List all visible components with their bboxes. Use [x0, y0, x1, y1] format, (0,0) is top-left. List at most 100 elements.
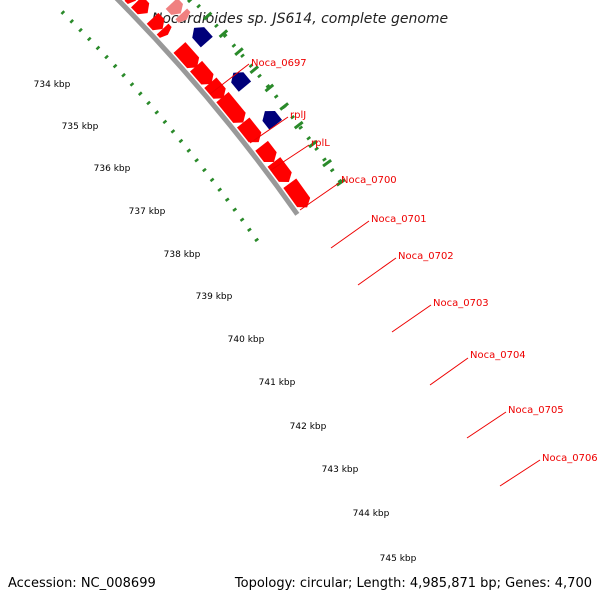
tick-label: 736 kbp	[94, 164, 131, 174]
gene-arrow	[262, 110, 283, 130]
inner-tick	[78, 27, 83, 33]
genome-summary-text: Topology: circular; Length: 4,985,871 bp…	[234, 576, 592, 591]
tick-label: 734 kbp	[34, 80, 71, 90]
inner-tick	[129, 82, 135, 87]
inner-tick	[202, 167, 207, 173]
inner-tick	[232, 207, 238, 212]
gene-label-leader	[270, 144, 310, 171]
gene-arrow	[131, 0, 150, 15]
gene-label: rplL	[311, 138, 330, 149]
gene-label: Noca_0701	[371, 214, 427, 225]
outer-tick	[298, 125, 304, 130]
inner-tick	[224, 197, 230, 202]
outer-tick	[196, 3, 201, 9]
outer-tick	[240, 53, 245, 58]
gene-arrow	[267, 157, 292, 183]
inner-tick	[178, 138, 184, 144]
outer-tick	[322, 157, 327, 162]
tick-label: 742 kbp	[290, 422, 327, 432]
tick-label: 745 kbp	[380, 554, 417, 564]
gene-label-leader	[357, 257, 397, 286]
outer-tick	[329, 168, 335, 173]
outer-major-tick	[218, 29, 229, 39]
outer-major-tick	[249, 65, 260, 75]
inner-tick	[137, 91, 143, 96]
inner-tick	[194, 158, 199, 163]
outer-tick	[222, 33, 228, 38]
gene-arrow	[255, 140, 277, 162]
tick-label: 738 kbp	[164, 250, 201, 260]
inner-tick	[86, 36, 92, 42]
gene-arrow	[175, 8, 191, 23]
gene-label-leader	[391, 304, 432, 333]
genome-backbone	[114, 0, 300, 216]
gene-label: Noca_0697	[251, 58, 307, 69]
gene-arrow	[216, 91, 246, 123]
tick-label: 740 kbp	[228, 335, 265, 345]
inner-tick	[112, 63, 118, 69]
outer-tick	[257, 73, 262, 79]
outer-tick	[265, 83, 271, 89]
outer-major-tick	[293, 120, 304, 130]
inner-tick	[154, 110, 160, 115]
inner-tick	[186, 148, 192, 153]
tick-label: 739 kbp	[196, 292, 233, 302]
tick-label: 735 kbp	[62, 122, 99, 132]
outer-major-tick	[202, 11, 213, 21]
outer-major-tick	[264, 83, 275, 93]
outer-tick	[214, 23, 219, 29]
tick-labels: 734 kbp 735 kbp 736 kbp 737 kbp 738 kbp 739 k…	[34, 80, 417, 564]
outer-tick	[248, 63, 254, 69]
gene-label-leader	[249, 116, 289, 144]
inner-tick	[209, 177, 215, 183]
gene-label: Noca_0700	[341, 175, 397, 186]
gene-arrow	[156, 23, 172, 38]
outer-tick-ring	[186, 0, 346, 187]
inner-tick	[239, 217, 245, 222]
gene-label-leader	[466, 411, 507, 439]
gene-labels: Noca_0697 rplJ rplL Noca_0700 Noca_0701 Noca_…	[209, 58, 598, 487]
outer-tick	[231, 43, 237, 48]
outer-major-tick	[234, 47, 244, 56]
gene-arrow	[283, 178, 311, 208]
inner-tick	[146, 100, 151, 106]
gene-arrow	[146, 12, 165, 31]
outer-major-tick	[308, 139, 318, 149]
inner-tick	[104, 54, 109, 60]
outer-tick	[273, 94, 279, 99]
outer-major-tick	[186, 0, 197, 4]
gene-label: Noca_0706	[542, 453, 598, 464]
gene-arrow	[173, 42, 200, 69]
tick-label: 744 kbp	[353, 509, 390, 519]
gene-arrow	[236, 117, 262, 143]
inner-tick	[170, 129, 176, 134]
outer-tick	[314, 146, 319, 152]
gene-arrow	[124, 0, 137, 5]
outer-tick	[306, 136, 312, 141]
gene-track	[124, 0, 311, 208]
map-title: Nocardioides sp. JS614, complete genome	[152, 11, 448, 27]
inner-tick	[95, 45, 101, 51]
gene-label-leader	[499, 459, 541, 487]
inner-tick	[60, 10, 66, 15]
gene-label-leader	[299, 182, 340, 211]
gene-label-leader	[429, 357, 469, 386]
accession-text: Accession: NC_008699	[8, 576, 156, 591]
gene-label: Noca_0704	[470, 350, 526, 361]
inner-tick	[121, 72, 126, 78]
outer-major-tick	[279, 102, 290, 111]
gene-label: Noca_0703	[433, 298, 489, 309]
inner-tick	[254, 237, 259, 243]
inner-tick-ring	[60, 10, 259, 243]
tick-label: 737 kbp	[129, 207, 166, 217]
inner-tick	[217, 187, 223, 192]
inner-tick	[247, 227, 252, 232]
outer-major-tick	[335, 178, 346, 187]
gene-arrow	[204, 77, 226, 99]
gene-label: Noca_0702	[398, 251, 454, 262]
outer-tick	[337, 178, 343, 184]
gene-arrow	[190, 60, 214, 85]
gene-arrow	[192, 27, 213, 48]
tick-label: 741 kbp	[259, 378, 296, 388]
